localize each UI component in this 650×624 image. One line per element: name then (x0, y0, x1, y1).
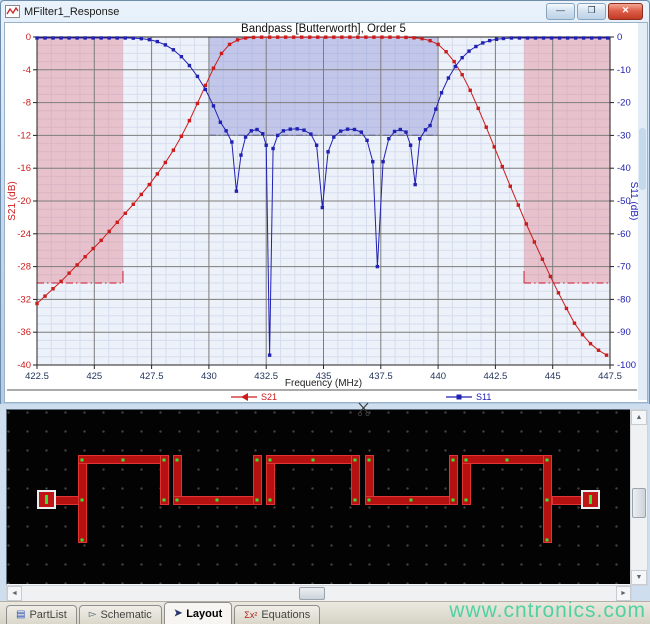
workspace-tabs-bar: ▤ PartList ▻ Schematic ➤ Layout Σx² Equa… (0, 601, 650, 624)
tab-equations-label: Equations (261, 609, 311, 621)
chart-title: Bandpass [Butterworth], Order 5 (241, 23, 406, 35)
tab-schematic[interactable]: ▻ Schematic (78, 605, 162, 624)
tab-layout[interactable]: ➤ Layout (163, 602, 233, 624)
y-left-tick-label: -20 (17, 196, 31, 207)
y-left-tick-label: -4 (23, 65, 31, 76)
stopband-left-spec-region (37, 37, 123, 283)
y-left-tick-label: -36 (17, 327, 31, 338)
layout-icon: ➤ (173, 607, 183, 619)
x-tick-label: 437.5 (369, 371, 393, 382)
response-chart: 422.5 425 427.5 430 432.5 435 437.5 440 442.5 445… (7, 23, 639, 402)
chart-vertical-scrollbar[interactable] (638, 23, 647, 400)
close-button[interactable]: ✕ (608, 3, 643, 20)
restore-button[interactable]: ❐ (577, 3, 606, 20)
legend-s11: S11 (446, 392, 491, 402)
y-left-tick-label: -16 (17, 163, 31, 174)
vscroll-thumb[interactable] (632, 488, 646, 518)
tab-layout-label: Layout (186, 607, 223, 620)
s21-markers (35, 35, 609, 357)
y-right-tick-label: -90 (617, 327, 631, 338)
partlist-icon: ▤ (16, 609, 26, 620)
y-left-tick-label: -40 (17, 360, 31, 371)
layout-vertical-scrollbar[interactable]: ▲ ▼ (630, 409, 648, 586)
x-tick-label: 422.5 (25, 371, 49, 382)
x-tick-label: 425 (86, 371, 102, 382)
tab-partlist-label: PartList (29, 609, 67, 621)
y-left-tick-label: -8 (23, 98, 31, 109)
svg-text:S21: S21 (261, 392, 277, 402)
stopband-right-spec-region (524, 37, 610, 283)
y-axis-left-label: S21 (dB) (7, 181, 18, 220)
window-titlebar[interactable]: MFilter1_Response — ❐ ✕ (1, 1, 649, 22)
x-tick-label: 427.5 (140, 371, 164, 382)
layout-canvas-frame (6, 409, 631, 585)
equations-icon: Σx² (244, 610, 258, 620)
y-left-tick-label: -24 (17, 229, 31, 240)
microstrip-traces (55, 455, 583, 543)
mfilter-response-window: MFilter1_Response — ❐ ✕ 422.5 425 427.5 430… (0, 0, 650, 405)
hscroll-thumb[interactable] (299, 587, 325, 600)
scroll-up-arrow-icon[interactable]: ▲ (631, 410, 647, 425)
svg-text:S11: S11 (476, 392, 491, 402)
scroll-left-arrow-icon[interactable]: ◄ (7, 586, 22, 601)
y-left-tick-label: -28 (17, 262, 31, 273)
y-right-tick-label: -30 (617, 130, 631, 141)
scroll-down-arrow-icon[interactable]: ▼ (631, 570, 647, 585)
y-right-tick-label: -70 (617, 262, 631, 273)
y-right-tick-label: -40 (617, 163, 631, 174)
x-tick-label: 430 (201, 371, 217, 382)
layout-window: ▲ ▼ ◄ ► ▤ PartList ▻ Schematic ➤ Layout … (0, 404, 650, 624)
y-right-tick-label: -80 (617, 294, 631, 305)
y-left-tick-label: -12 (17, 130, 31, 141)
port-1 (37, 490, 56, 509)
x-axis-label: Frequency (MHz) (285, 378, 362, 389)
tab-equations[interactable]: Σx² Equations (234, 605, 321, 624)
caption-buttons: — ❐ ✕ (546, 3, 645, 20)
x-tick-label: 435 (316, 371, 332, 382)
scroll-right-arrow-icon[interactable]: ► (616, 586, 631, 601)
x-tick-label: 440 (430, 371, 446, 382)
window-title: MFilter1_Response (24, 5, 120, 18)
s11-markers (35, 36, 610, 357)
y-left-tick-label: -32 (17, 294, 31, 305)
tab-schematic-label: Schematic (100, 609, 152, 621)
y-right-tick-label: -10 (617, 65, 631, 76)
crosshair-cursor-icon (357, 402, 370, 417)
chart-window-icon (5, 5, 20, 18)
watermark: www.cntronics.com (449, 599, 646, 622)
legend-s21: S21 (231, 392, 277, 402)
port-2 (581, 490, 600, 509)
y-right-tick-label: -50 (617, 196, 631, 207)
x-tick-label: 432.5 (254, 371, 278, 382)
x-tick-label: 442.5 (484, 371, 508, 382)
y-right-tick-label: 0 (617, 32, 622, 43)
y-right-tick-label: -100 (617, 360, 636, 371)
layout-canvas[interactable] (7, 410, 630, 584)
chart-vscroll-thumb[interactable] (639, 128, 646, 190)
y-right-tick-label: -20 (617, 98, 631, 109)
microstrip-layout (37, 455, 600, 543)
y-left-tick-label: 0 (26, 32, 31, 43)
y-axis-right-label: S11 (dB) (628, 182, 639, 221)
schematic-icon: ▻ (88, 609, 97, 620)
x-tick-label: 445 (545, 371, 561, 382)
y-right-tick-label: -60 (617, 229, 631, 240)
chart-content-area: 422.5 425 427.5 430 432.5 435 437.5 440 442.5 445… (4, 22, 648, 403)
x-tick-label: 447.5 (598, 371, 622, 382)
minimize-button[interactable]: — (546, 3, 575, 20)
layout-node-dots (80, 458, 549, 542)
tab-partlist[interactable]: ▤ PartList (6, 605, 77, 624)
